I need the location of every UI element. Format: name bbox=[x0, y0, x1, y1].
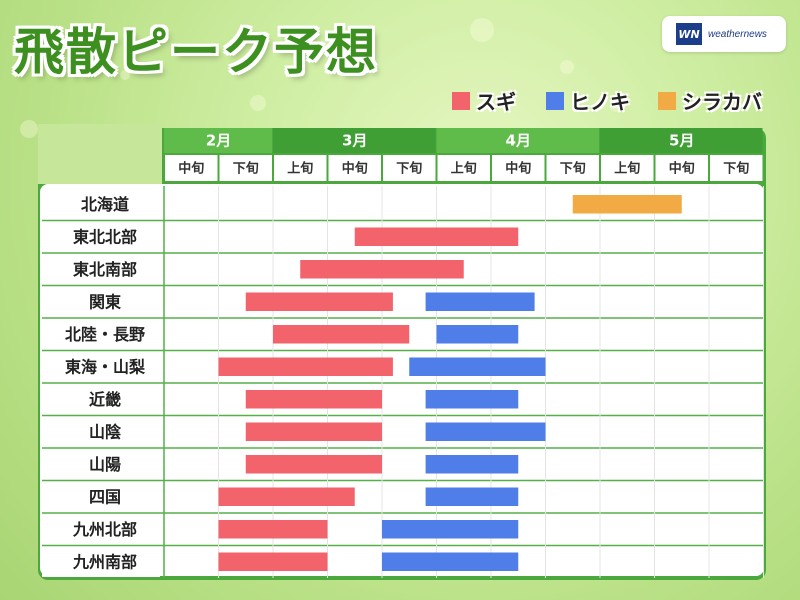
region-cell bbox=[42, 384, 160, 415]
period-header-cell bbox=[546, 155, 599, 181]
wn-logo-text: weathernews bbox=[708, 28, 767, 40]
period-label: 下旬 bbox=[233, 161, 259, 177]
period-label: 下旬 bbox=[723, 161, 749, 177]
legend-swatch-sugi bbox=[452, 91, 470, 110]
month-header-cell bbox=[164, 128, 272, 153]
month-header-cell bbox=[600, 128, 763, 153]
period-label: 上旬 bbox=[287, 161, 313, 177]
region-label: 北海道 bbox=[81, 195, 129, 214]
bar-hinoki bbox=[425, 422, 546, 441]
month-header-cell bbox=[436, 128, 599, 153]
month-label: 3月 bbox=[342, 132, 367, 150]
region-label: 九州南部 bbox=[72, 552, 137, 571]
period-header-cell bbox=[165, 155, 218, 181]
region-cell bbox=[42, 449, 160, 480]
period-label: 中旬 bbox=[178, 161, 204, 177]
bar-sugi bbox=[300, 260, 464, 279]
legend-hinoki: ヒノキ bbox=[546, 86, 630, 115]
bar-hinoki bbox=[425, 487, 519, 506]
region-label: 山陰 bbox=[89, 422, 122, 441]
period-label: 上旬 bbox=[614, 161, 640, 177]
region-cell bbox=[42, 254, 160, 285]
region-cell bbox=[42, 514, 160, 545]
bar-hinoki bbox=[382, 520, 519, 539]
month-header-cell bbox=[273, 128, 436, 153]
bar-sugi bbox=[245, 455, 382, 474]
bar-hinoki bbox=[425, 292, 535, 311]
period-header-cell bbox=[274, 155, 327, 181]
region-label: 九州北部 bbox=[72, 520, 137, 539]
region-cell bbox=[42, 319, 160, 350]
region-cell bbox=[42, 286, 160, 317]
weathernews-logo: WN weathernews bbox=[662, 16, 786, 52]
region-cell bbox=[42, 189, 160, 220]
legend-label-hinoki: ヒノキ bbox=[570, 90, 630, 114]
header-spacer bbox=[38, 124, 162, 184]
bar-sugi bbox=[245, 390, 382, 409]
region-label: 北陸・長野 bbox=[65, 325, 145, 344]
period-label: 上旬 bbox=[451, 161, 477, 177]
region-label: 東北南部 bbox=[73, 260, 137, 279]
period-header-cell bbox=[219, 155, 272, 181]
legend-sugi: スギ bbox=[452, 86, 516, 115]
period-label: 中旬 bbox=[342, 161, 368, 177]
period-header-cell bbox=[655, 155, 708, 181]
bar-sugi bbox=[218, 552, 328, 571]
bar-hinoki bbox=[409, 357, 546, 376]
legend-label-sugi: スギ bbox=[476, 90, 516, 114]
page-title: 飛散ピーク予想 bbox=[14, 23, 378, 81]
legend-swatch-shirakaba bbox=[658, 91, 676, 110]
region-cell bbox=[42, 481, 160, 512]
region-label: 関東 bbox=[89, 292, 121, 311]
bar-sugi bbox=[245, 292, 393, 311]
bar-sugi bbox=[218, 487, 355, 506]
period-label: 中旬 bbox=[669, 161, 695, 177]
bar-sugi bbox=[218, 357, 393, 376]
bar-hinoki bbox=[382, 552, 519, 571]
legend-swatch-hinoki bbox=[546, 91, 564, 110]
bar-hinoki bbox=[436, 325, 519, 344]
chart-body bbox=[40, 184, 764, 576]
wn-logo-mark: WN bbox=[676, 23, 702, 45]
month-label: 4月 bbox=[506, 132, 531, 150]
period-label: 下旬 bbox=[396, 161, 422, 177]
period-header-cell bbox=[383, 155, 436, 181]
bar-sugi bbox=[354, 227, 519, 246]
period-label: 下旬 bbox=[560, 161, 586, 177]
region-label: 東海・山梨 bbox=[65, 357, 146, 376]
region-cell bbox=[42, 416, 160, 447]
region-cell bbox=[42, 546, 160, 577]
period-header-cell bbox=[328, 155, 381, 181]
legend-label-shirakaba: シラカバ bbox=[682, 90, 762, 114]
bar-sugi bbox=[218, 520, 328, 539]
period-header-cell bbox=[437, 155, 490, 181]
bar-hinoki bbox=[425, 390, 519, 409]
period-header-cell bbox=[492, 155, 545, 181]
region-cell bbox=[42, 221, 160, 252]
region-label: 山陽 bbox=[89, 455, 121, 474]
month-label: 2月 bbox=[206, 132, 231, 150]
bar-hinoki bbox=[425, 455, 519, 474]
region-label: 四国 bbox=[89, 487, 121, 506]
bar-sugi bbox=[273, 325, 410, 344]
bar-sugi bbox=[245, 422, 382, 441]
bar-shirakaba bbox=[572, 195, 682, 214]
region-label: 東北北部 bbox=[73, 227, 137, 246]
region-cell bbox=[42, 351, 160, 382]
region-label: 近畿 bbox=[89, 390, 121, 409]
month-label: 5月 bbox=[669, 132, 694, 150]
period-label: 中旬 bbox=[505, 161, 531, 177]
legend-shirakaba: シラカバ bbox=[658, 86, 762, 115]
period-header-cell bbox=[710, 155, 763, 181]
period-header-cell bbox=[601, 155, 654, 181]
